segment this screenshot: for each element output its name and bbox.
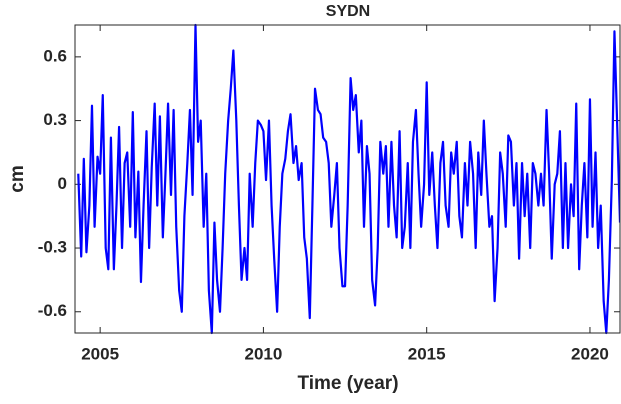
chart-title: SYDN [326, 3, 370, 20]
y-tick-label: 0.3 [43, 110, 67, 129]
y-tick-label: 0 [58, 174, 67, 193]
x-tick-label: 2015 [408, 344, 446, 363]
x-axis-label: Time (year) [297, 373, 398, 394]
data-line [77, 23, 620, 335]
y-axis-label: cm [7, 165, 28, 192]
x-tick-label: 2020 [571, 344, 609, 363]
y-tick-label: -0.3 [38, 238, 67, 257]
x-tick-label: 2005 [81, 344, 119, 363]
plot-frame [74, 24, 621, 334]
y-tick-label: 0.6 [43, 46, 67, 65]
x-tick-label: 2010 [245, 344, 283, 363]
y-tick-label: -0.6 [38, 301, 67, 320]
